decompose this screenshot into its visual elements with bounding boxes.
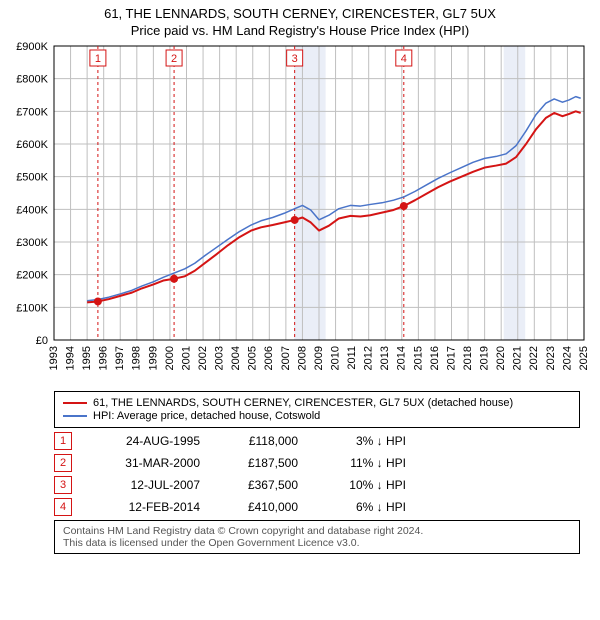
svg-text:2010: 2010 xyxy=(329,346,341,370)
event-date: 12-JUL-2007 xyxy=(90,478,200,492)
svg-text:2004: 2004 xyxy=(230,346,242,370)
svg-text:£500K: £500K xyxy=(16,172,48,184)
svg-text:£300K: £300K xyxy=(16,237,48,249)
svg-text:£400K: £400K xyxy=(16,204,48,216)
event-row: 4 12-FEB-2014 £410,000 6% ↓ HPI xyxy=(54,498,580,516)
chart: £0 £100K £200K £300K £400K £500K £600K £700K £80… xyxy=(0,40,600,385)
chart-svg: £0 £100K £200K £300K £400K £500K £600K £700K £80… xyxy=(0,40,600,380)
svg-text:£200K: £200K xyxy=(16,270,48,282)
svg-text:1994: 1994 xyxy=(64,346,76,370)
svg-text:£0: £0 xyxy=(36,335,48,347)
svg-text:4: 4 xyxy=(401,53,407,65)
event-number: 1 xyxy=(54,432,72,450)
title-line-2: Price paid vs. HM Land Registry's House … xyxy=(4,23,596,38)
footer-attribution: Contains HM Land Registry data © Crown c… xyxy=(54,520,580,554)
legend-swatch-hpi xyxy=(63,415,87,417)
event-delta: 10% ↓ HPI xyxy=(316,478,406,492)
svg-text:£800K: £800K xyxy=(16,74,48,86)
svg-text:2011: 2011 xyxy=(346,346,358,370)
event-delta: 3% ↓ HPI xyxy=(316,434,406,448)
svg-text:2020: 2020 xyxy=(495,346,507,370)
event-row: 1 24-AUG-1995 £118,000 3% ↓ HPI xyxy=(54,432,580,450)
legend-item-property: 61, THE LENNARDS, SOUTH CERNEY, CIRENCES… xyxy=(63,397,571,409)
legend-label-hpi: HPI: Average price, detached house, Cots… xyxy=(93,410,320,422)
svg-text:2018: 2018 xyxy=(462,346,474,370)
svg-text:£900K: £900K xyxy=(16,41,48,53)
footer-line-2: This data is licensed under the Open Gov… xyxy=(63,537,571,549)
svg-text:£700K: £700K xyxy=(16,106,48,118)
svg-text:2014: 2014 xyxy=(396,346,408,370)
event-delta: 6% ↓ HPI xyxy=(316,500,406,514)
svg-text:3: 3 xyxy=(292,53,298,65)
event-number: 2 xyxy=(54,454,72,472)
event-price: £367,500 xyxy=(218,478,298,492)
svg-text:2002: 2002 xyxy=(197,346,209,370)
event-date: 31-MAR-2000 xyxy=(90,456,200,470)
event-price: £187,500 xyxy=(218,456,298,470)
svg-text:1998: 1998 xyxy=(131,346,143,370)
legend-label-property: 61, THE LENNARDS, SOUTH CERNEY, CIRENCES… xyxy=(93,397,513,409)
svg-text:2022: 2022 xyxy=(528,346,540,370)
title-line-1: 61, THE LENNARDS, SOUTH CERNEY, CIRENCES… xyxy=(4,6,596,21)
page: 61, THE LENNARDS, SOUTH CERNEY, CIRENCES… xyxy=(0,0,600,554)
event-price: £118,000 xyxy=(218,434,298,448)
event-row: 3 12-JUL-2007 £367,500 10% ↓ HPI xyxy=(54,476,580,494)
svg-text:1993: 1993 xyxy=(48,346,60,370)
svg-text:2025: 2025 xyxy=(578,346,590,370)
svg-text:1999: 1999 xyxy=(147,346,159,370)
svg-text:2024: 2024 xyxy=(561,346,573,370)
svg-text:2006: 2006 xyxy=(263,346,275,370)
event-delta: 11% ↓ HPI xyxy=(316,456,406,470)
svg-text:2003: 2003 xyxy=(214,346,226,370)
event-number: 4 xyxy=(54,498,72,516)
chart-titles: 61, THE LENNARDS, SOUTH CERNEY, CIRENCES… xyxy=(0,0,600,40)
svg-text:2023: 2023 xyxy=(545,346,557,370)
event-row: 2 31-MAR-2000 £187,500 11% ↓ HPI xyxy=(54,454,580,472)
svg-text:2016: 2016 xyxy=(429,346,441,370)
svg-text:2012: 2012 xyxy=(363,346,375,370)
svg-text:2019: 2019 xyxy=(479,346,491,370)
svg-text:2: 2 xyxy=(171,53,177,65)
event-date: 12-FEB-2014 xyxy=(90,500,200,514)
event-number: 3 xyxy=(54,476,72,494)
svg-text:2009: 2009 xyxy=(313,346,325,370)
svg-text:2015: 2015 xyxy=(412,346,424,370)
svg-text:£600K: £600K xyxy=(16,139,48,151)
svg-text:1997: 1997 xyxy=(114,346,126,370)
legend-swatch-property xyxy=(63,402,87,404)
svg-text:2000: 2000 xyxy=(164,346,176,370)
svg-text:2001: 2001 xyxy=(180,346,192,370)
svg-text:2007: 2007 xyxy=(280,346,292,370)
svg-text:1996: 1996 xyxy=(98,346,110,370)
svg-text:2008: 2008 xyxy=(296,346,308,370)
footer-line-1: Contains HM Land Registry data © Crown c… xyxy=(63,525,571,537)
svg-text:2005: 2005 xyxy=(247,346,259,370)
svg-text:1: 1 xyxy=(95,53,101,65)
svg-text:2021: 2021 xyxy=(512,346,524,370)
event-price: £410,000 xyxy=(218,500,298,514)
legend: 61, THE LENNARDS, SOUTH CERNEY, CIRENCES… xyxy=(54,391,580,428)
svg-text:£100K: £100K xyxy=(16,302,48,314)
svg-text:1995: 1995 xyxy=(81,346,93,370)
legend-item-hpi: HPI: Average price, detached house, Cots… xyxy=(63,410,571,422)
svg-text:2017: 2017 xyxy=(445,346,457,370)
svg-text:2013: 2013 xyxy=(379,346,391,370)
event-date: 24-AUG-1995 xyxy=(90,434,200,448)
events-table: 1 24-AUG-1995 £118,000 3% ↓ HPI 2 31-MAR… xyxy=(54,432,580,516)
